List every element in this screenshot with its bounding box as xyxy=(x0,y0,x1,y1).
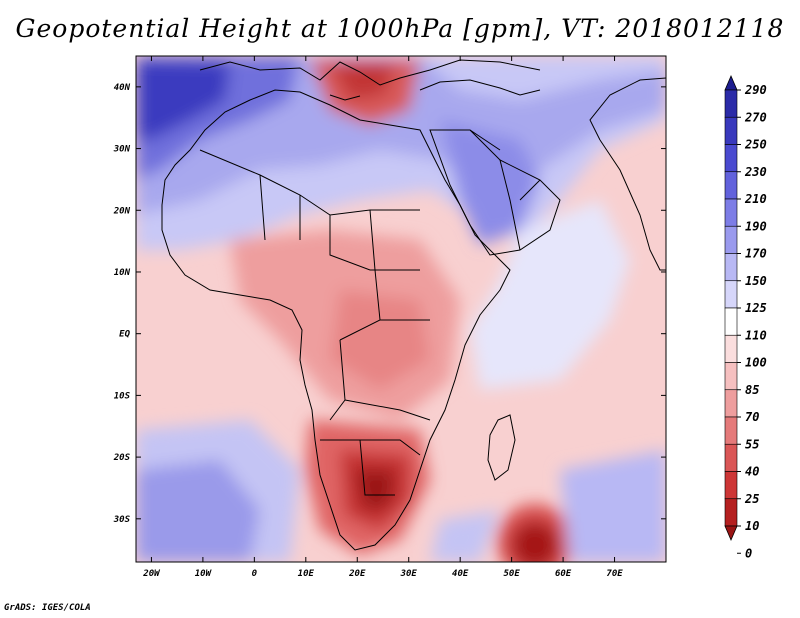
colorbar-label: 290 xyxy=(744,83,767,97)
colorbar-label: 25 xyxy=(744,492,759,506)
colorbar-swatch xyxy=(724,443,738,472)
colorbar-label: 125 xyxy=(745,301,767,315)
colorbar-swatch xyxy=(724,198,738,227)
colorbar-label: 190 xyxy=(745,219,767,233)
colorbar-swatch xyxy=(724,389,738,418)
colorbar-swatch xyxy=(724,116,738,145)
colorbar-swatch xyxy=(724,416,738,445)
x-tick-label: 70E xyxy=(606,569,623,579)
y-tick-label: 10S xyxy=(114,391,131,401)
x-tick-label: 40E xyxy=(452,569,469,579)
colorbar-label: 230 xyxy=(744,165,767,179)
colorbar-swatch xyxy=(724,280,738,309)
colorbar-swatch xyxy=(724,498,738,527)
colorbar-label: 85 xyxy=(745,383,759,397)
colorbar-label: 110 xyxy=(745,328,767,342)
colorbar-swatch xyxy=(724,89,738,118)
y-tick-label: EQ xyxy=(119,330,130,340)
y-tick-label: 20S xyxy=(113,453,131,463)
height-field xyxy=(136,56,666,562)
colorbar-label: 210 xyxy=(744,192,767,206)
colorbar-swatch xyxy=(724,362,738,391)
colorbar-label: 250 xyxy=(744,138,767,152)
x-tick-label: 30E xyxy=(400,569,418,579)
colorbar-label: 100 xyxy=(745,356,767,370)
y-tick-label: 10N xyxy=(114,268,131,278)
colorbar-label: 170 xyxy=(745,247,767,261)
grads-credit: GrADS: IGES/COLA xyxy=(4,603,91,613)
y-tick-label: 40N xyxy=(114,83,131,93)
colorbar-swatch xyxy=(724,253,738,282)
colorbar-label: 10 xyxy=(745,519,759,533)
y-tick-label: 30S xyxy=(113,515,131,525)
plot-frame xyxy=(135,55,667,563)
coastlines xyxy=(161,59,666,551)
colorbar-label: 55 xyxy=(745,437,759,451)
colorbar-swatch xyxy=(724,471,738,500)
colorbar-label: 40 xyxy=(745,465,759,479)
colorbar: 2902702502302101901701501251101008570554… xyxy=(724,74,767,560)
y-tick-label: 20N xyxy=(113,206,131,216)
x-tick-label: 10E xyxy=(298,569,315,579)
colorbar-bottom-arrow xyxy=(724,525,738,542)
colorbar-label: 0 xyxy=(745,546,752,560)
colorbar-label: 270 xyxy=(744,110,767,124)
colorbar-top-arrow xyxy=(724,74,738,91)
x-tick-label: 50E xyxy=(503,569,520,579)
x-tick-label: 10W xyxy=(195,569,213,579)
colorbar-swatch xyxy=(724,171,738,200)
map-title: Geopotential Height at 1000hPa [gpm], VT… xyxy=(15,14,785,43)
y-axis: 40N 30N 20N 10N EQ 10S 20S 30S xyxy=(113,83,666,525)
colorbar-swatch xyxy=(724,225,738,254)
colorbar-swatch xyxy=(724,334,738,363)
x-tick-label: 60E xyxy=(555,569,572,579)
x-tick-label: 0 xyxy=(252,569,258,579)
colorbar-swatch xyxy=(724,307,738,336)
colorbar-label: 150 xyxy=(745,274,767,288)
colorbar-swatch xyxy=(724,144,738,173)
colorbar-label: 70 xyxy=(745,410,759,424)
y-tick-label: 30N xyxy=(113,145,131,155)
x-axis: 20W 10W 0 10E 20E 30E 40E 50E 60E 70E xyxy=(142,56,623,579)
x-tick-label: 20W xyxy=(142,569,161,579)
x-tick-label: 20E xyxy=(348,569,366,579)
